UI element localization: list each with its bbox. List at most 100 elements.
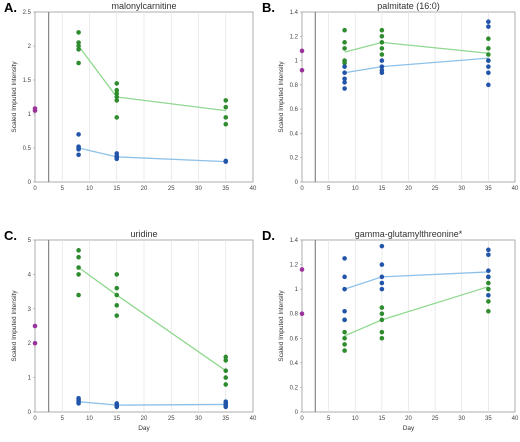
y-axis-label: Scaled Imputed Intensity (11, 290, 18, 362)
x-tick-label: 40 (512, 186, 519, 192)
data-point (379, 317, 385, 323)
x-tick-label: 5 (61, 416, 65, 422)
y-tick-label: 0.8 (290, 83, 299, 89)
data-point (223, 354, 229, 360)
x-tick-label: 5 (327, 416, 331, 422)
x-tick-label: 15 (113, 186, 120, 192)
data-point (76, 147, 81, 152)
data-point (114, 115, 120, 120)
data-point (342, 317, 347, 323)
chart-panel-4: D. gamma-glutamylthreonine*0 5 10 15 20 25 30 35… (262, 228, 519, 432)
data-point (76, 401, 81, 406)
data-point (379, 52, 385, 57)
data-point (223, 98, 229, 103)
y-tick-label: 0.4 (290, 361, 299, 367)
data-point (379, 286, 385, 292)
data-point (379, 305, 385, 310)
data-point (342, 308, 347, 314)
data-point (486, 64, 491, 69)
data-point (379, 335, 385, 341)
data-point (486, 24, 491, 29)
x-tick-label: 25 (168, 416, 175, 422)
y-tick-label: 5 (28, 238, 32, 244)
data-point (379, 58, 385, 63)
x-tick-label: 40 (512, 416, 519, 422)
y-tick-label: 3 (28, 307, 32, 313)
data-point (223, 159, 229, 164)
data-point (486, 268, 491, 274)
data-point (114, 98, 120, 103)
data-point (342, 86, 347, 91)
data-point (114, 404, 120, 410)
data-point (342, 335, 347, 341)
data-point (223, 115, 229, 120)
data-point (486, 252, 491, 258)
y-axis-label: Scaled Imputed Intensity (11, 61, 18, 133)
data-point (76, 60, 81, 66)
data-point (342, 80, 347, 85)
data-point (342, 60, 347, 66)
x-tick-label: 40 (250, 186, 257, 192)
baseline-point (299, 311, 305, 317)
data-point (342, 27, 347, 33)
data-point (342, 40, 347, 45)
data-point (486, 292, 491, 298)
data-point (486, 247, 491, 253)
y-tick-label: 2 (28, 44, 32, 50)
panel-letter: B. (262, 0, 275, 15)
x-tick-label: 35 (485, 416, 492, 422)
data-point (114, 156, 120, 162)
x-tick-label: 0 (33, 186, 37, 192)
y-tick-label: 0.4 (290, 131, 299, 137)
data-point (486, 280, 491, 286)
data-point (342, 256, 347, 261)
data-point (379, 27, 385, 33)
x-tick-label: 20 (141, 416, 148, 422)
data-point (342, 76, 347, 82)
data-point (114, 87, 120, 93)
data-point (76, 40, 81, 45)
data-point (379, 243, 385, 249)
x-tick-label: 35 (222, 416, 229, 422)
data-point (379, 46, 385, 51)
x-tick-label: 35 (222, 186, 229, 192)
y-tick-label: 1.2 (290, 263, 299, 269)
data-point (342, 274, 347, 280)
x-tick-label: 10 (352, 416, 359, 422)
x-tick-label: 5 (61, 186, 65, 192)
x-tick-label: 0 (300, 416, 304, 422)
data-point (342, 70, 347, 76)
y-tick-label: 0 (295, 410, 299, 416)
data-point (76, 272, 81, 277)
data-point (342, 329, 347, 335)
data-point (76, 152, 81, 158)
baseline-point (299, 267, 305, 272)
data-point (223, 368, 229, 374)
x-tick-label: 10 (352, 186, 359, 192)
data-point (379, 262, 385, 267)
x-tick-label: 5 (327, 186, 331, 192)
panel-letter: C. (4, 228, 17, 243)
x-tick-label: 30 (195, 186, 202, 192)
x-tick-label: 15 (379, 416, 386, 422)
data-point (486, 46, 491, 51)
data-point (342, 286, 347, 292)
data-point (379, 70, 385, 76)
data-point (342, 64, 347, 69)
baseline-point (299, 67, 305, 73)
data-point (342, 46, 347, 51)
baseline-point (32, 106, 38, 111)
x-tick-label: 30 (195, 416, 202, 422)
data-point (114, 303, 120, 308)
data-point (76, 265, 81, 270)
x-axis-label: Day (403, 425, 415, 432)
x-tick-label: 0 (33, 416, 37, 422)
y-tick-label: 4 (28, 272, 32, 278)
x-tick-label: 20 (405, 416, 412, 422)
data-point (76, 43, 81, 49)
y-tick-label: 1.5 (23, 78, 32, 84)
chart-panel-3: C. uridine 0 5 10 15 20 25 30 35 40 0 1 2 3 4 5 Scaled Im… (4, 228, 257, 432)
data-point (486, 52, 491, 57)
data-point (114, 94, 120, 100)
